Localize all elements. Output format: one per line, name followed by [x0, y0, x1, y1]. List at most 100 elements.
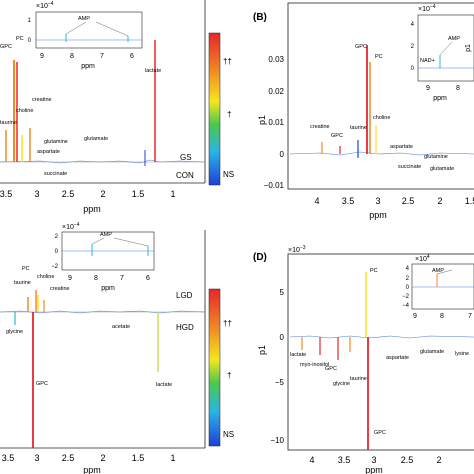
y-tick: 0 — [280, 150, 285, 159]
peak-label: PC — [375, 54, 383, 60]
peak-label: taurine — [350, 376, 367, 382]
panel-c-labels: PC choline taurine creatine glycine acet… — [6, 266, 172, 388]
x-tick: 3 — [34, 189, 39, 199]
peak-label: aspartate — [390, 144, 413, 150]
peak-label: glutamate — [430, 166, 454, 172]
x-tick: 4 — [309, 455, 314, 465]
x-tick: 1.5 — [132, 453, 145, 463]
peak-label: aspartate — [37, 149, 60, 155]
inset-y-tick: 2 — [406, 276, 410, 282]
x-tick: 4 — [314, 196, 319, 206]
peak-label: PC — [22, 266, 30, 272]
x-tick: 3.5 — [338, 455, 351, 465]
group-label-bottom: HGD — [176, 323, 194, 332]
peak-label: glutamine — [44, 139, 68, 145]
inset-x-tick: 8 — [70, 53, 74, 60]
y-tick: 0.03 — [268, 55, 284, 64]
x-tick: 2.5 — [62, 189, 75, 199]
peak-label: choline — [37, 274, 54, 280]
y-tick: 5 — [280, 288, 285, 297]
group-label-top: GS — [180, 153, 192, 162]
peak-label: succinate — [44, 171, 67, 177]
x-tick: 3.5 — [2, 453, 15, 463]
peak-label: GPC — [374, 430, 386, 436]
inset-y-tick: 0 — [411, 66, 415, 72]
peak-label: aspartate — [386, 355, 409, 361]
x-tick: 1 — [170, 453, 175, 463]
peak-label: lysine — [455, 351, 469, 357]
x-tick: 3 — [375, 196, 380, 206]
inset-y-tick: 4 — [406, 266, 410, 272]
colorbar-top: †† † NS — [208, 32, 234, 186]
panel-d-labels: PC lactate myo-inositol GPC glycine taur… — [290, 268, 469, 436]
inset-peak-label: AMP — [432, 268, 444, 274]
colorbar-bottom: †† † NS — [208, 288, 234, 447]
inset-x-tick: 7 — [100, 53, 104, 60]
x-tick: 3.5 — [342, 196, 355, 206]
inset-peak-label: AMP — [448, 36, 460, 42]
x-axis-label: ppm — [83, 465, 101, 474]
panel-a: 3.5 3 2.5 2 1.5 1 ppm GPC PC taurine cho… — [0, 0, 206, 214]
peak-label: lactate — [156, 382, 172, 388]
inset-y-tick: 0 — [55, 249, 59, 255]
inset-y-tick: 1 — [28, 18, 32, 24]
peak-label: succinate — [398, 164, 421, 170]
y-tick: −5 — [275, 378, 285, 387]
panel-a-xticks: 3.5 3 2.5 2 1.5 1 — [0, 189, 176, 199]
y-tick: 0.02 — [268, 87, 284, 96]
inset-x-label: ppm — [81, 63, 95, 70]
x-tick: 2.5 — [402, 196, 415, 206]
inset-y-tick: −4 — [402, 303, 410, 309]
x-tick: 1.5 — [465, 196, 474, 206]
y-tick: 0 — [280, 333, 285, 342]
x-tick: 2.5 — [62, 453, 75, 463]
panel-b: (B) p1 0.03 0.02 0.01 0 −0.01 4 3.5 3 2.… — [253, 2, 474, 220]
x-tick: 3 — [34, 453, 39, 463]
inset-exponent: ×104 — [415, 254, 430, 263]
y-axis-label: p1 — [257, 345, 267, 355]
peak-label: choline — [373, 115, 390, 121]
x-tick: 2 — [100, 453, 105, 463]
y-tick: −0.01 — [264, 181, 285, 190]
inset-x-tick: 9 — [68, 275, 72, 282]
x-tick: 2 — [437, 196, 442, 206]
peak-label: myo-inositol — [300, 362, 329, 368]
spectrum-line — [0, 159, 206, 164]
peak-label: PC — [370, 268, 378, 274]
peak-label: glutamate — [84, 136, 108, 142]
peak-label: glycine — [333, 381, 350, 387]
panel-c-inset: ×10−4 2 0 −2 AMP 9 8 7 6 ppm — [51, 222, 155, 292]
colorbar-label: †† — [223, 57, 232, 66]
panel-letter: (B) — [253, 12, 267, 23]
inset-y-tick: −2 — [51, 264, 59, 270]
inset-x-tick: 9 — [40, 53, 44, 60]
x-tick: 2.5 — [401, 455, 414, 465]
inset-x-label: ppm — [433, 95, 447, 102]
colorbar-label: †† — [223, 319, 232, 328]
y-axis-label: p1 — [257, 115, 267, 125]
peak-label: lactate — [290, 352, 306, 358]
peak-label: choline — [16, 108, 33, 114]
inset-x-tick: 7 — [120, 275, 124, 282]
peak-label: PC — [16, 36, 24, 42]
inset-x-tick: 6 — [146, 275, 150, 282]
panel-b-inset: ×10−4 0 2 4 AMP NAD+ 9 8 ppm p1 — [411, 4, 474, 102]
x-tick: 1 — [170, 189, 175, 199]
panel-c: 3.5 3 2.5 2 1.5 1 ppm PC choline taurine… — [0, 222, 206, 474]
inset-exponent: ×10−4 — [418, 4, 436, 13]
inset-x-label: ppm — [101, 285, 115, 292]
x-tick: 3 — [371, 455, 376, 465]
colorbar-label: † — [227, 371, 231, 380]
axis-exponent: ×10−3 — [288, 245, 306, 254]
inset-x-tick: 8 — [440, 313, 444, 320]
peak-label: GPC — [325, 366, 337, 372]
peak-label: taurine — [0, 120, 17, 126]
inset-y-tick: 0 — [28, 38, 32, 44]
peak-label: creatine — [50, 286, 70, 292]
inset-x-tick: 8 — [94, 275, 98, 282]
inset-peak-label: NAD+ — [420, 58, 435, 64]
peak-label: lactate — [145, 68, 161, 74]
inset-y-tick: −2 — [402, 294, 410, 300]
colorbar-label: NS — [223, 430, 234, 439]
peak-label: taurine — [350, 125, 367, 131]
